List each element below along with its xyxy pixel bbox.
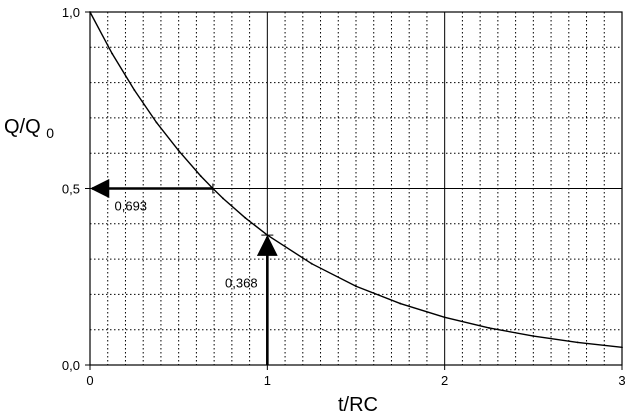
curve-point xyxy=(156,122,158,124)
x-tick-label: 3 xyxy=(618,373,625,388)
y-tick-label: 0,5 xyxy=(62,182,80,197)
y-axis-label-subscript: 0 xyxy=(46,125,54,141)
curve-point xyxy=(444,316,446,318)
curve-point xyxy=(111,53,113,55)
curve-point xyxy=(355,285,357,287)
x-tick-label: 1 xyxy=(264,373,271,388)
curve-point xyxy=(133,89,135,91)
axes-layer xyxy=(85,12,622,370)
curve-point xyxy=(577,342,579,344)
x-tick-label: 2 xyxy=(441,373,448,388)
time-constant-label: 0,368 xyxy=(225,275,258,290)
curve-point xyxy=(200,175,202,177)
curve-point xyxy=(244,217,246,219)
annotation-layer: 0,693 0,368 xyxy=(92,184,273,366)
series-layer xyxy=(89,11,623,348)
curve-point xyxy=(399,303,401,305)
half-life-label: 0,693 xyxy=(115,199,148,214)
curve-point xyxy=(532,335,534,337)
curve-point xyxy=(488,327,490,329)
curve-point xyxy=(222,197,224,199)
tick-label-layer: 0 1 2 3 0,0 0,5 1,0 xyxy=(62,5,626,388)
x-tick-label: 0 xyxy=(86,373,93,388)
curve-point xyxy=(178,150,180,152)
curve-point xyxy=(89,11,91,13)
curve-point xyxy=(621,346,623,348)
x-axis-label: t/RC xyxy=(338,394,378,416)
curve-point xyxy=(311,263,313,265)
y-tick-label: 1,0 xyxy=(62,5,80,20)
y-axis-label: Q/Q 0 xyxy=(4,116,54,141)
y-tick-label: 0,0 xyxy=(62,358,80,373)
y-axis-label-main: Q/Q xyxy=(4,116,41,138)
